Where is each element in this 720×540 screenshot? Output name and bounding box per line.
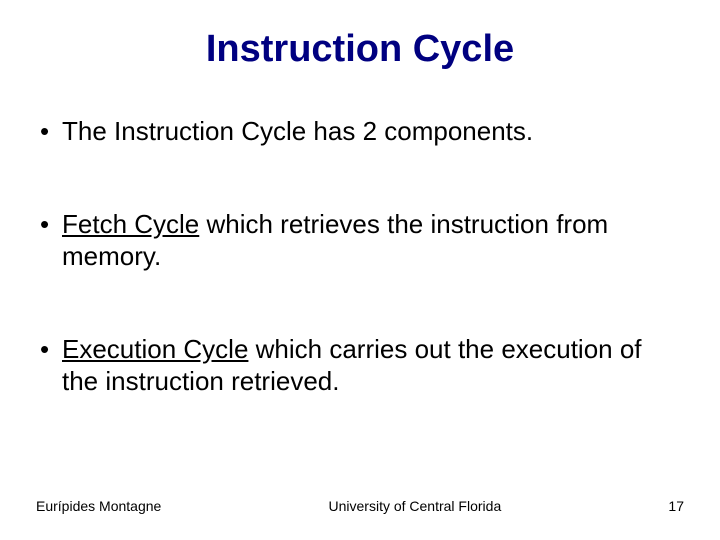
bullet-underline: Execution Cycle	[62, 334, 248, 364]
bullet-text: The Instruction Cycle has 2 components.	[62, 116, 533, 146]
footer-page-number: 17	[668, 498, 684, 514]
slide-body: The Instruction Cycle has 2 components. …	[0, 79, 720, 398]
bullet-list: The Instruction Cycle has 2 components. …	[36, 115, 684, 398]
bullet-item: Fetch Cycle which retrieves the instruct…	[36, 208, 684, 273]
slide-title: Instruction Cycle	[0, 0, 720, 79]
bullet-item: Execution Cycle which carries out the ex…	[36, 333, 684, 398]
footer-author: Eurípides Montagne	[36, 498, 161, 514]
bullet-underline: Fetch Cycle	[62, 209, 199, 239]
slide-footer: Eurípides Montagne University of Central…	[0, 498, 720, 514]
footer-affiliation: University of Central Florida	[329, 498, 502, 514]
bullet-item: The Instruction Cycle has 2 components.	[36, 115, 684, 148]
slide: Instruction Cycle The Instruction Cycle …	[0, 0, 720, 540]
